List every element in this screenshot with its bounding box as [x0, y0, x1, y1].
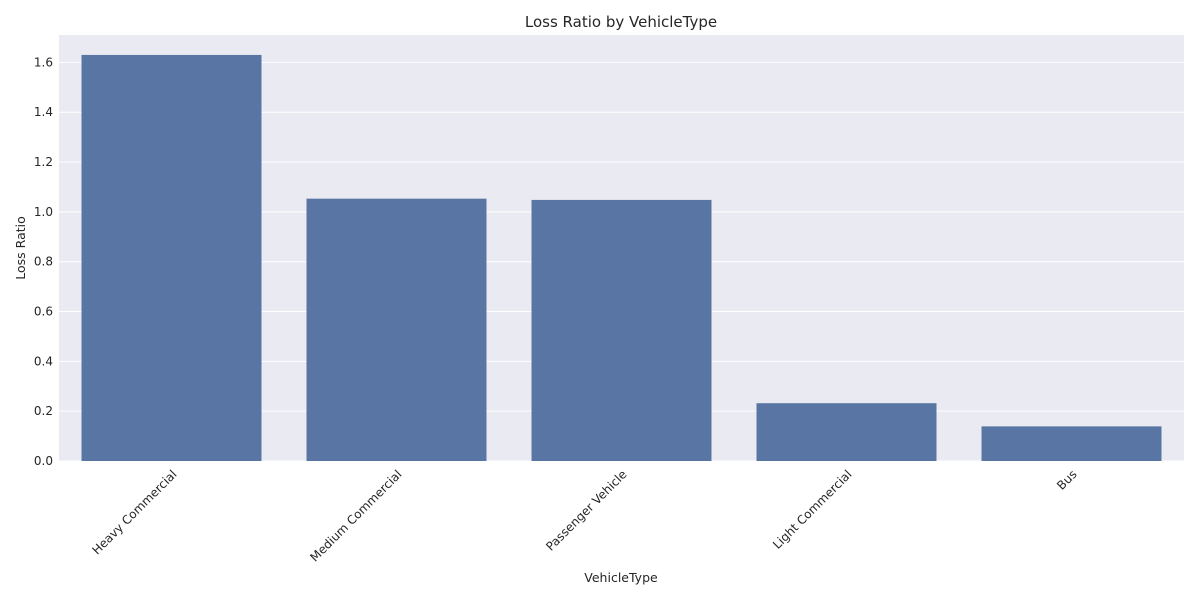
y-tick-label: 0.4: [34, 354, 53, 368]
x-tick-label: Heavy Commercial: [89, 467, 179, 557]
bars: [81, 54, 1162, 462]
y-axis-ticks: 0.0 0.2 0.4 0.6 0.8 1.0 1.2 1.4 1.6: [34, 55, 53, 468]
y-tick-label: 0.0: [34, 454, 53, 468]
y-tick-label: 1.2: [34, 155, 53, 169]
bar: [306, 198, 487, 461]
x-tick-label: Light Commercial: [770, 467, 855, 552]
bar: [756, 403, 937, 461]
y-tick-label: 1.0: [34, 205, 53, 219]
y-axis-label: Loss Ratio: [13, 216, 28, 279]
x-tick-label: Medium Commercial: [307, 467, 404, 564]
y-tick-label: 0.6: [34, 305, 53, 319]
y-tick-label: 1.4: [34, 105, 53, 119]
x-tick-label: Passenger Vehicle: [543, 467, 629, 553]
y-tick-label: 1.6: [34, 55, 53, 69]
x-axis-ticks: Heavy Commercial Medium Commercial Passeng…: [89, 467, 1079, 564]
bar: [81, 54, 262, 462]
x-axis-label: VehicleType: [584, 570, 658, 585]
y-tick-label: 0.8: [34, 255, 53, 269]
bar: [981, 426, 1162, 461]
y-tick-label: 0.2: [34, 404, 53, 418]
chart-title: Loss Ratio by VehicleType: [525, 13, 717, 31]
x-tick-label: Bus: [1054, 467, 1080, 493]
bar: [531, 199, 712, 461]
